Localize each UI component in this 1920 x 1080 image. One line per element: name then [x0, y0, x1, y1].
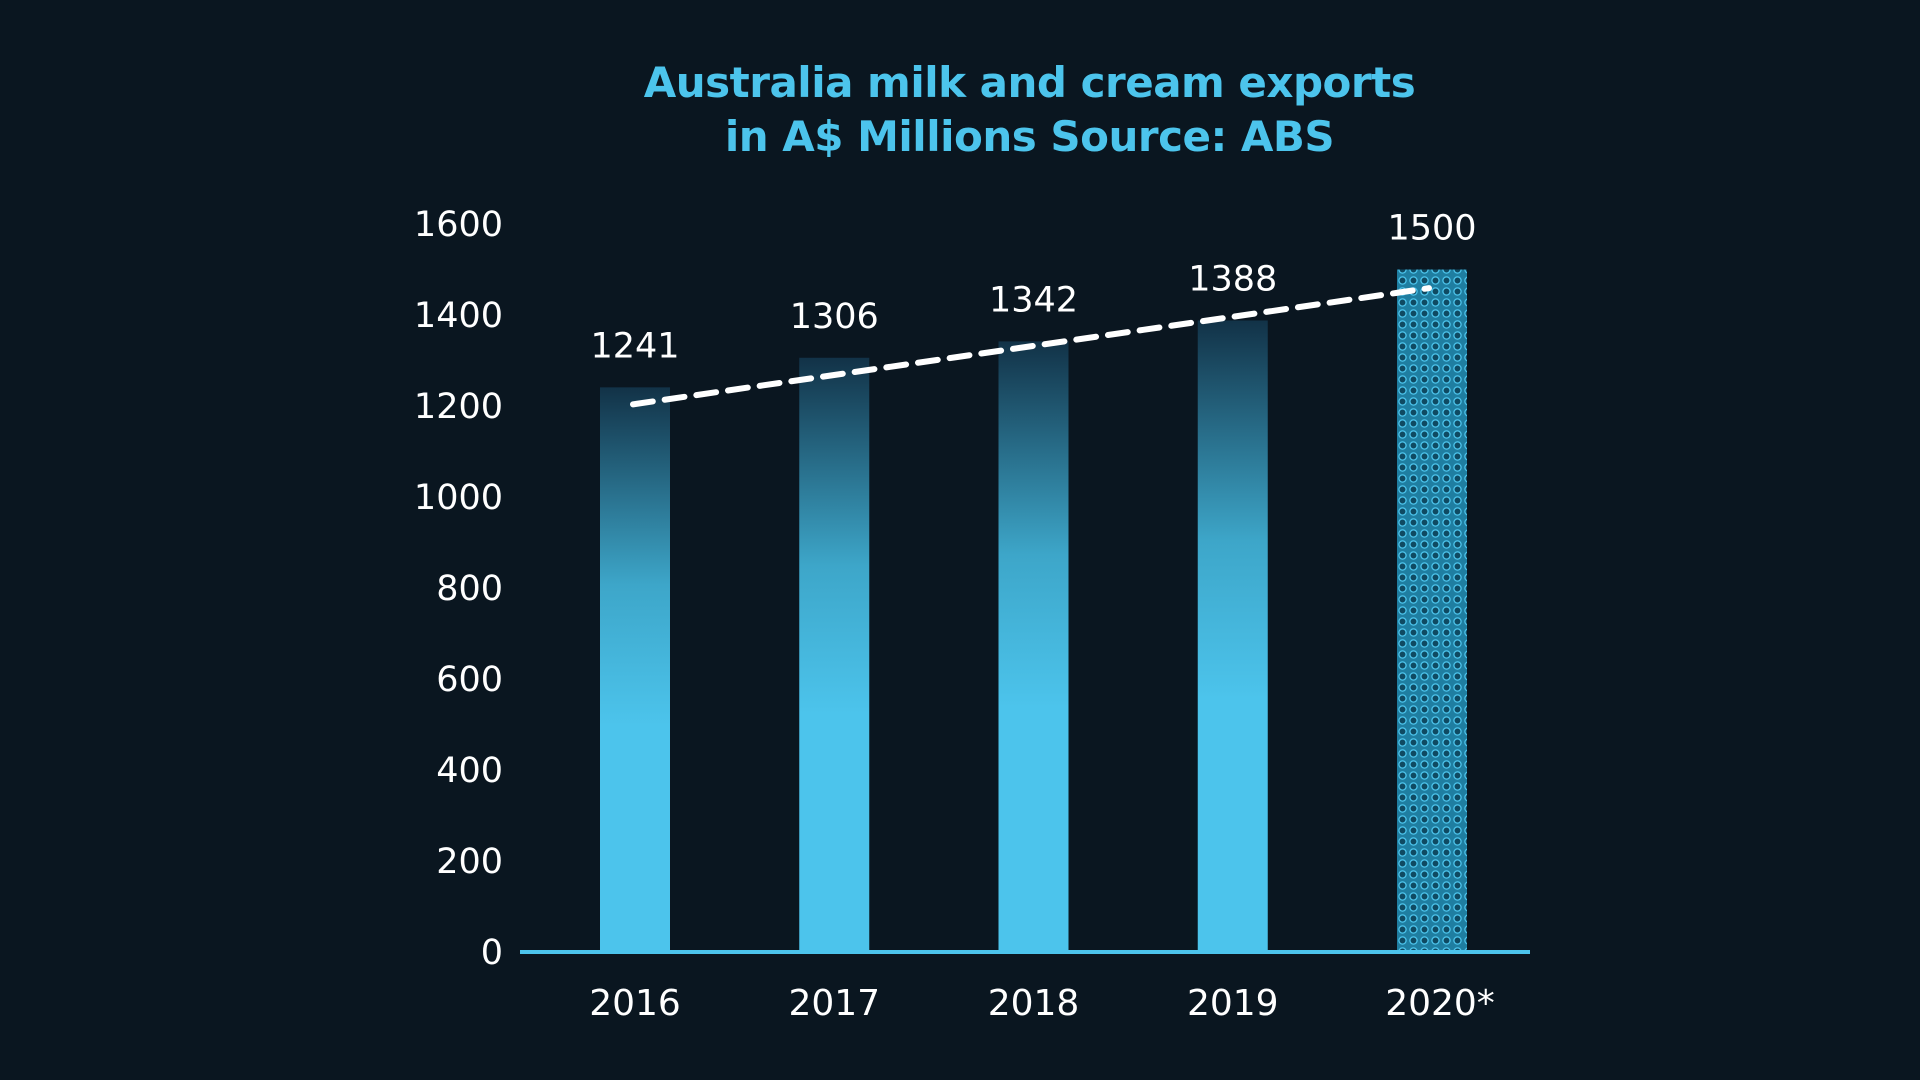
- value-labels: 1241 1306 1342 1388 1500: [590, 209, 1476, 367]
- y-tick-label: 400: [436, 751, 503, 791]
- bar-2017: [799, 357, 870, 952]
- bar-2019: [1197, 320, 1268, 953]
- bar-2016: [600, 387, 670, 953]
- x-axis-tick-labels: 2016 2017 2018 2019 2020*: [589, 983, 1495, 1024]
- value-label: 1500: [1387, 209, 1476, 249]
- y-tick-label: 1000: [414, 478, 503, 518]
- value-label: 1241: [590, 326, 679, 366]
- y-tick-label: 1600: [414, 205, 503, 245]
- y-tick-label: 0: [481, 933, 503, 973]
- y-tick-label: 800: [436, 569, 503, 609]
- bars-group: [600, 269, 1467, 953]
- x-tick-label: 2017: [788, 983, 880, 1024]
- y-tick-label: 200: [436, 842, 503, 882]
- x-tick-label: 2018: [988, 983, 1080, 1024]
- y-tick-label: 1200: [414, 387, 503, 427]
- y-tick-label: 1400: [414, 296, 503, 336]
- x-tick-label: 2020*: [1385, 983, 1495, 1024]
- chart-title-line-2: in A$ Millions Source: ABS: [724, 112, 1335, 161]
- value-label: 1306: [790, 297, 879, 337]
- x-tick-label: 2016: [589, 983, 681, 1024]
- y-axis-tick-labels: 0 200 400 600 800 1000 1200 1400 1600: [414, 205, 503, 973]
- y-tick-label: 600: [436, 660, 503, 700]
- bar-2020: [1397, 269, 1467, 952]
- value-label: 1388: [1188, 259, 1277, 299]
- trend-line: [630, 285, 1432, 408]
- value-label: 1342: [989, 280, 1078, 320]
- bar-2018: [998, 341, 1069, 952]
- chart-title-line-1: Australia milk and cream exports: [643, 58, 1416, 107]
- x-tick-label: 2019: [1187, 983, 1279, 1024]
